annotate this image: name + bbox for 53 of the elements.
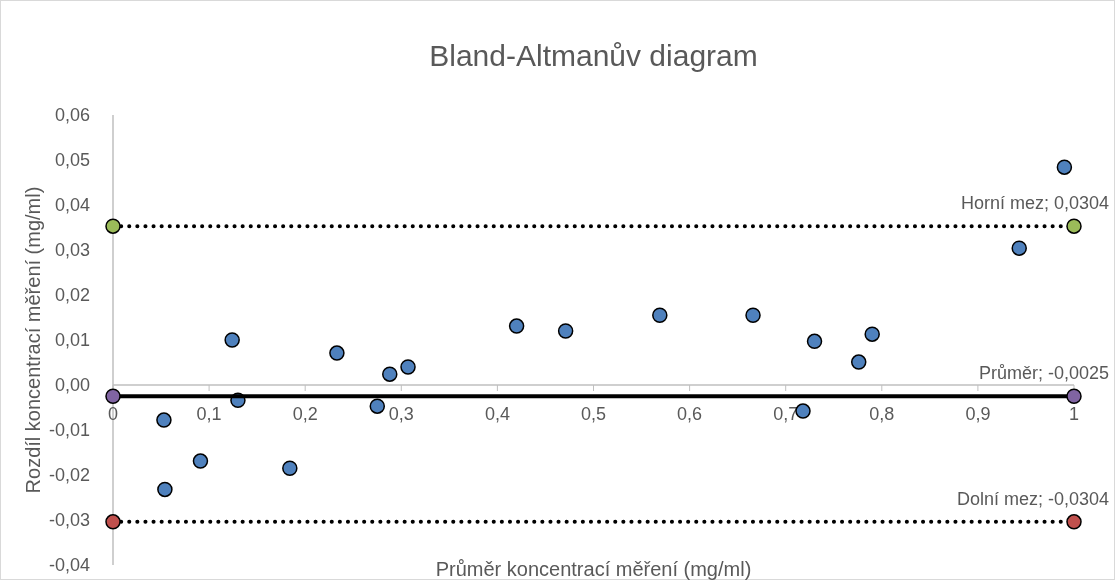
x-tick-label: 1 <box>1068 404 1080 424</box>
point <box>795 403 811 419</box>
point <box>1066 514 1082 530</box>
point <box>508 318 525 334</box>
point <box>157 481 173 498</box>
point <box>806 333 823 350</box>
y-tick-label: 0,01 <box>54 330 90 350</box>
ref-line-label: Dolní mez; -0,0304 <box>956 488 1109 509</box>
x-tick-label: 0,3 <box>388 404 414 424</box>
point <box>1066 388 1082 404</box>
point <box>1056 159 1073 175</box>
y-tick-label: -0,04 <box>48 555 90 575</box>
series-label: Průměr; -0,0025 <box>978 363 1109 384</box>
y-tick-label: -0,02 <box>48 465 90 485</box>
x-tick-label: 0,8 <box>869 404 895 424</box>
ref-line-label: Horní mez; 0,0304 <box>960 193 1109 214</box>
point <box>850 354 867 370</box>
y-tick-label: 0,06 <box>54 105 90 125</box>
y-tick-label: 0,04 <box>54 195 90 215</box>
point <box>105 388 121 404</box>
x-tick-label: 0,5 <box>580 404 607 424</box>
point <box>156 412 172 428</box>
x-tick-label: 0,9 <box>965 404 991 424</box>
x-tick-label: 0,6 <box>677 404 703 424</box>
y-tick-label: -0,01 <box>48 420 90 440</box>
y-tick-label: 0,02 <box>54 285 90 305</box>
y-tick-label: 0,00 <box>54 375 90 395</box>
point <box>105 218 121 234</box>
x-tick-label: 0,2 <box>292 404 318 424</box>
y-tick-label: -0,03 <box>48 510 90 530</box>
point <box>192 453 209 469</box>
point <box>864 326 880 342</box>
y-axis-title: Rozdíl koncentrací měření (mg/ml) <box>22 186 44 494</box>
x-tick-label: 0,4 <box>484 404 510 424</box>
point <box>105 514 121 530</box>
point <box>1011 240 1027 256</box>
point <box>652 307 668 323</box>
x-tick-label: 0 <box>107 404 119 424</box>
point <box>282 460 298 476</box>
y-tick-label: 0,03 <box>54 240 90 260</box>
point <box>329 345 345 361</box>
point <box>382 366 398 382</box>
point <box>1066 218 1082 234</box>
x-tick-label: 0,1 <box>196 404 222 424</box>
point <box>400 359 416 375</box>
point <box>745 307 761 323</box>
point <box>557 323 574 339</box>
chart-title: Bland-Altmanův diagram <box>429 39 758 72</box>
x-axis-title: Průměr koncentrací měření (mg/ml) <box>435 558 752 580</box>
point <box>224 332 240 348</box>
x-tick-label: 0,7 <box>773 404 799 424</box>
y-tick-label: 0,05 <box>54 150 90 170</box>
point <box>369 398 386 414</box>
